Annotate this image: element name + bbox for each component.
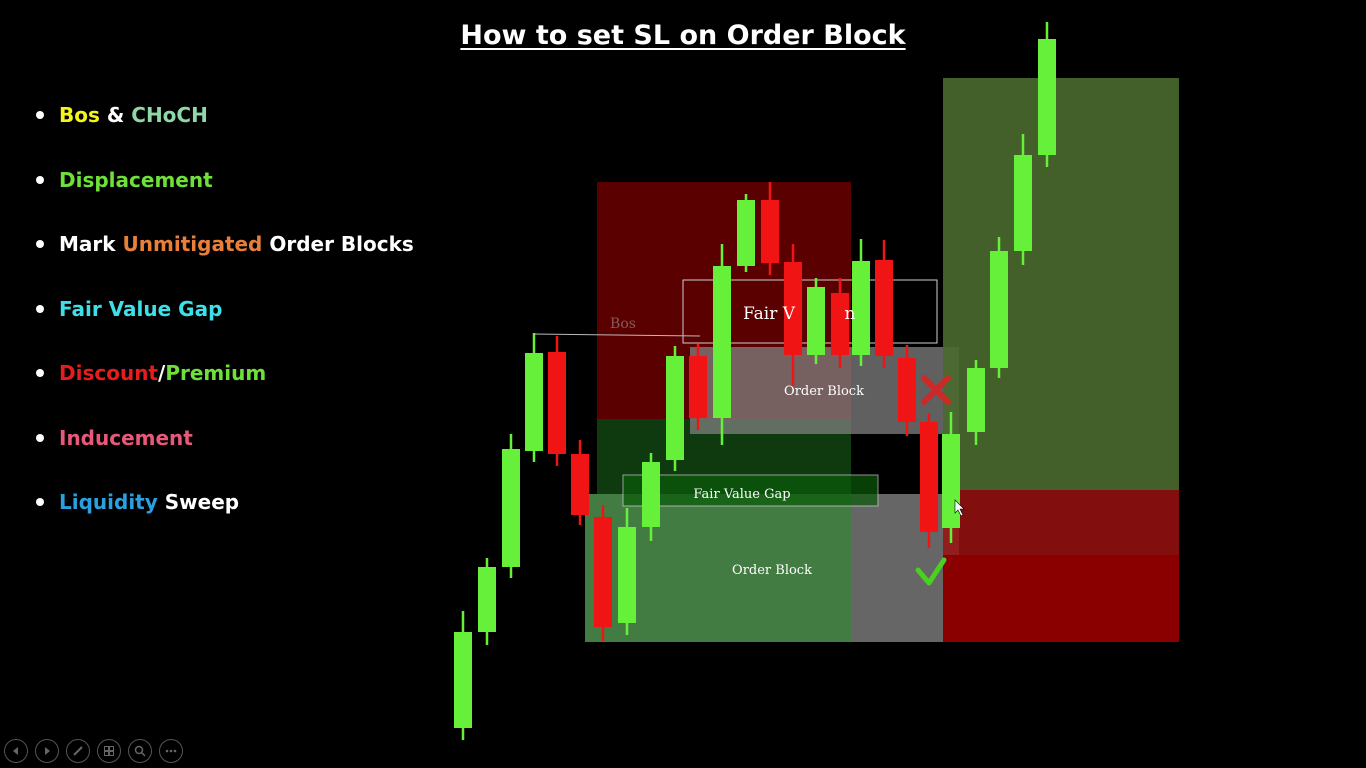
bullet-dot [36, 175, 44, 184]
slide-title: How to set SL on Order Block [460, 20, 906, 51]
bos-label: Bos [610, 316, 636, 332]
bullet-dot [36, 304, 44, 313]
bullish-candle [642, 462, 660, 527]
bullish-candle [852, 261, 870, 355]
bullish-candle [618, 527, 636, 623]
bearish-candle [920, 422, 938, 532]
slides-icon [104, 746, 114, 756]
bullish-candle [1014, 155, 1032, 251]
x-mark-icon [921, 375, 951, 405]
bullet-text: Order Blocks [262, 232, 414, 256]
bullet-text: Unmitigated [122, 232, 263, 256]
bullish-candle [525, 353, 543, 451]
fvg-box-lower [622, 474, 879, 507]
bullish-candle [737, 200, 755, 266]
bullet-text: Displacement [59, 167, 213, 192]
stop-zone [943, 490, 1179, 555]
bullish-candle [967, 368, 985, 432]
more-options-button[interactable] [159, 739, 183, 763]
zoom-icon [134, 745, 146, 757]
bos-line [532, 333, 701, 337]
bullet-dot [36, 111, 44, 119]
presentation-controls [4, 739, 183, 763]
bearish-candle [898, 358, 916, 422]
bullet-item: Liquidity Sweep [34, 485, 414, 550]
bullish-candle [807, 287, 825, 355]
zoom-button[interactable] [128, 739, 152, 763]
bearish-candle [594, 517, 612, 627]
next-slide-button[interactable] [35, 739, 59, 763]
check-mark-icon [915, 557, 947, 586]
stop-zone-deep [943, 555, 1179, 642]
order-block-lower-label: Order Block [732, 563, 812, 578]
bullet-dot [36, 240, 44, 248]
bullet-text: Discount [59, 361, 158, 385]
bullet-text: Liquidity [59, 490, 158, 514]
bullet-text: Mark [59, 232, 123, 256]
fvg-lower-label: Fair Value Gap [693, 487, 790, 502]
more-icon [165, 749, 177, 753]
fvg-upper-label-tail: n [845, 304, 856, 324]
bullet-item: Fair Value Gap [34, 292, 414, 357]
see-all-slides-button[interactable] [97, 739, 121, 763]
bullish-candle [454, 632, 472, 728]
bullet-text: Fair Value Gap [59, 296, 223, 321]
bullet-text: & [99, 103, 132, 127]
bullet-dot [36, 498, 44, 506]
bearish-candle [831, 293, 849, 355]
bullet-item: Inducement [34, 421, 414, 486]
bearish-candle [761, 200, 779, 263]
previous-icon [13, 747, 18, 755]
bullet-item: Discount/Premium [34, 356, 414, 421]
bullet-text: Inducement [59, 425, 193, 450]
bearish-candle [875, 260, 893, 356]
bullet-list: Bos & CHoCH Displacement Mark Unmitigated … [34, 98, 414, 550]
bearish-candle [784, 262, 802, 355]
fvg-upper-label: Fair V [743, 304, 796, 324]
bullish-candle [713, 266, 731, 418]
bullet-item: Mark Unmitigated Order Blocks [34, 227, 414, 292]
bullet-item: Bos & CHoCH [34, 98, 414, 163]
bullet-item: Displacement [34, 163, 414, 228]
bullish-candle [990, 251, 1008, 368]
bearish-candle [689, 356, 707, 418]
bullet-dot [36, 369, 44, 377]
bearish-candle [548, 352, 566, 454]
bullet-text: / [158, 361, 166, 385]
previous-slide-button[interactable] [4, 739, 28, 763]
bullet-text: Sweep [157, 490, 240, 514]
order-block-upper-label: Order Block [784, 384, 864, 399]
pen-tool-button[interactable] [66, 739, 90, 763]
bullish-candle [942, 434, 960, 528]
mouse-cursor-icon [954, 499, 965, 517]
bullet-dot [36, 433, 44, 442]
bullet-text: Bos [59, 103, 100, 127]
bearish-candle [571, 454, 589, 515]
bullish-candle [1038, 39, 1056, 155]
bullet-text: Premium [165, 361, 267, 385]
bullish-candle [502, 449, 520, 567]
bullish-candle [478, 567, 496, 632]
bullish-candle [666, 356, 684, 460]
bullet-text: CHoCH [131, 103, 208, 127]
pen-icon [73, 746, 83, 756]
next-icon [45, 747, 50, 755]
